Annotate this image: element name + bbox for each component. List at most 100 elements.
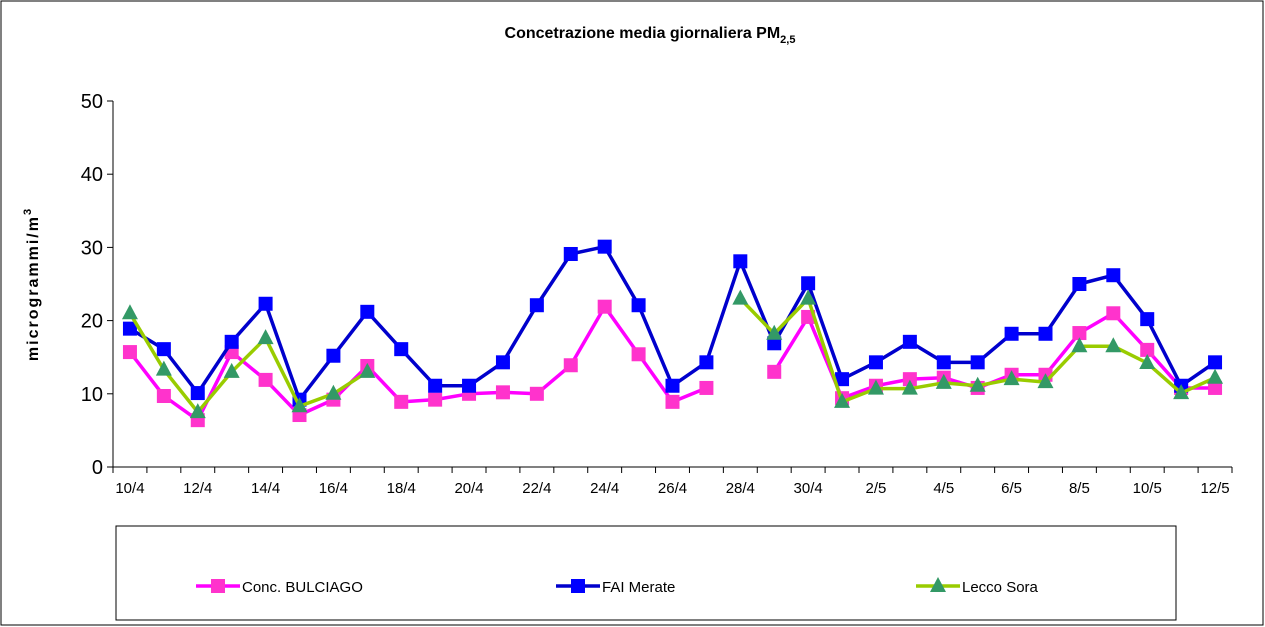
data-point: [495, 355, 510, 370]
data-point: [122, 321, 137, 336]
data-point: [462, 378, 477, 393]
data-point: [597, 239, 612, 254]
data-point: [665, 394, 680, 409]
data-point: [1072, 277, 1087, 291]
x-tick-label: 24/4: [590, 480, 619, 497]
data-point: [631, 298, 646, 313]
x-tick-label: 6/5: [1001, 480, 1022, 497]
data-point: [835, 372, 850, 387]
y-label-main: microgrammi/m: [25, 215, 42, 361]
x-tick-label: 20/4: [454, 480, 483, 497]
data-point: [902, 372, 917, 387]
data-point: [394, 342, 409, 357]
data-point: [767, 364, 782, 379]
data-point: [1208, 380, 1223, 395]
data-point: [1105, 337, 1122, 353]
data-point: [258, 372, 273, 387]
data-point: [1207, 368, 1224, 384]
data-point: [190, 386, 205, 401]
data-point: [1140, 312, 1155, 327]
data-point: [495, 385, 510, 400]
data-point: [969, 376, 986, 392]
data-point: [767, 336, 782, 351]
data-point: [1037, 373, 1054, 389]
data-point: [257, 329, 274, 345]
data-point: [867, 379, 884, 395]
data-point: [834, 392, 851, 408]
legend-marker: [930, 577, 946, 592]
data-point: [258, 296, 273, 311]
y-tick-label: 0: [92, 457, 103, 479]
x-tick-label: 4/5: [933, 480, 954, 497]
data-point: [665, 378, 680, 393]
data-point: [1038, 326, 1053, 341]
x-tick-label: 12/4: [183, 480, 212, 497]
data-point: [1072, 326, 1087, 341]
title-main: Concetrazione media giornaliera PM: [505, 25, 781, 42]
data-point: [224, 334, 239, 349]
data-point: [189, 403, 206, 419]
data-point: [325, 384, 342, 400]
data-point: [970, 355, 985, 370]
data-point: [901, 379, 918, 395]
data-point: [122, 345, 137, 360]
data-point: [801, 276, 816, 291]
data-point: [394, 394, 409, 409]
data-point: [733, 254, 748, 269]
data-point: [936, 355, 951, 370]
x-tick-label: 16/4: [319, 480, 348, 497]
legend-marker: [571, 579, 585, 593]
legend-label: Lecco Sora: [962, 579, 1039, 596]
data-point: [766, 324, 783, 340]
y-tick-label: 30: [81, 237, 103, 259]
data-point: [428, 392, 443, 407]
data-point: [155, 360, 172, 376]
x-tick-label: 26/4: [658, 480, 687, 497]
x-tick-label: 12/5: [1200, 480, 1229, 497]
x-tick-label: 30/4: [794, 480, 823, 497]
data-point: [1071, 337, 1088, 353]
y-tick-label: 50: [81, 91, 103, 113]
data-point: [902, 334, 917, 349]
data-point: [1004, 326, 1019, 341]
data-point: [699, 355, 714, 370]
x-tick-label: 28/4: [726, 480, 755, 497]
data-point: [868, 355, 883, 370]
x-tick-label: 22/4: [522, 480, 551, 497]
data-point: [291, 397, 308, 413]
data-point: [121, 304, 138, 320]
data-point: [1106, 306, 1121, 321]
y-label-superscript: 3: [22, 207, 34, 215]
data-point: [1208, 355, 1223, 370]
data-point: [360, 304, 375, 319]
y-tick-label: 20: [81, 311, 103, 333]
y-tick-label: 40: [81, 164, 103, 186]
x-tick-label: 14/4: [251, 480, 280, 497]
legend-label: Conc. BULCIAGO: [242, 579, 363, 596]
title-subscript: 2,5: [780, 34, 795, 46]
x-tick-label: 2/5: [866, 480, 887, 497]
data-point: [428, 378, 443, 393]
y-tick-label: 10: [81, 384, 103, 406]
data-point: [156, 388, 171, 403]
x-tick-label: 10/4: [115, 480, 144, 497]
data-point: [1173, 384, 1190, 400]
x-tick-label: 18/4: [387, 480, 416, 497]
data-point: [1140, 342, 1155, 357]
data-point: [699, 380, 714, 395]
data-point: [529, 298, 544, 313]
data-point: [631, 347, 646, 362]
data-point: [935, 373, 952, 389]
x-tick-label: 8/5: [1069, 480, 1090, 497]
data-point: [529, 386, 544, 401]
data-point: [326, 348, 341, 363]
legend-box: [115, 525, 1177, 621]
data-point: [1139, 354, 1156, 370]
data-point: [800, 289, 817, 305]
data-point: [223, 362, 240, 378]
x-tick-label: 10/5: [1133, 480, 1162, 497]
legend-marker: [211, 579, 225, 593]
